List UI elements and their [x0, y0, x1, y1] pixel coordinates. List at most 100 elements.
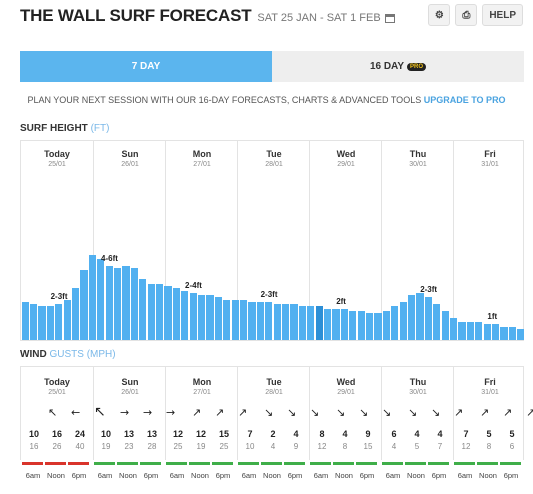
surf-bar[interactable]	[374, 313, 382, 340]
time-label: 6pm	[71, 471, 87, 480]
surf-bar[interactable]	[231, 299, 239, 340]
surf-bar[interactable]	[508, 326, 517, 340]
time-label: 6am	[97, 471, 113, 480]
wind-rating-bar	[310, 462, 331, 465]
surf-bar[interactable]	[181, 290, 189, 340]
wind-table: Today 25/01 Sun 26/01 Mon 27/01 Tue 28/01 Wed 29/…	[20, 366, 533, 460]
surf-bar[interactable]	[29, 304, 38, 340]
upgrade-link[interactable]: UPGRADE TO PRO	[423, 95, 506, 105]
wind-direction-arrow: ↗	[526, 406, 533, 419]
surf-bar[interactable]	[500, 326, 508, 340]
calendar-icon[interactable]	[384, 13, 395, 23]
settings-button[interactable]: ⚙	[428, 4, 451, 26]
surf-bar[interactable]	[433, 304, 441, 340]
surf-bar[interactable]	[365, 313, 374, 340]
surf-bar[interactable]	[357, 310, 365, 340]
surf-bar[interactable]	[97, 259, 105, 340]
day-column: Mon 27/01	[165, 141, 237, 340]
wind-gust: 4	[270, 442, 276, 451]
surf-bar[interactable]	[214, 297, 223, 340]
print-button[interactable]: ⎙	[455, 4, 478, 26]
surf-bar[interactable]	[122, 265, 130, 340]
wind-direction-arrow: ↗	[192, 406, 202, 419]
time-label: 6pm	[287, 471, 303, 480]
wind-direction-arrow: →	[143, 406, 153, 419]
surf-bar[interactable]	[88, 254, 97, 340]
day-name: Mon	[192, 149, 212, 159]
surf-bar[interactable]	[155, 283, 164, 340]
day-column: Tue 28/01	[237, 141, 309, 340]
wind-direction-arrow: ↗	[503, 406, 513, 419]
surf-bar[interactable]	[349, 310, 357, 340]
surf-bar[interactable]	[256, 301, 265, 340]
wind-rating-bar	[238, 462, 259, 465]
surf-bar[interactable]	[382, 310, 391, 340]
surf-bar[interactable]	[189, 292, 197, 340]
surf-bar[interactable]	[332, 308, 340, 340]
day-column: Mon 27/01	[165, 367, 237, 460]
surf-bar[interactable]	[265, 301, 273, 340]
surf-bar[interactable]	[38, 306, 46, 340]
surf-bar[interactable]	[105, 265, 113, 340]
surf-bar[interactable]	[172, 288, 181, 340]
surf-bar[interactable]	[483, 324, 491, 340]
surf-bar[interactable]	[223, 299, 231, 340]
wind-speed: 2	[270, 429, 276, 439]
tab-7-day[interactable]: 7 DAY	[20, 51, 272, 82]
surf-bar[interactable]	[323, 308, 332, 340]
wind-speed: 16	[51, 429, 62, 439]
surf-bar[interactable]	[399, 301, 407, 340]
surf-bar[interactable]	[80, 270, 88, 340]
surf-bar[interactable]	[424, 297, 433, 340]
day-name: Today	[44, 149, 70, 159]
tab-16-day[interactable]: 16 DAY PRO	[272, 51, 524, 82]
surf-bar[interactable]	[458, 322, 466, 340]
surf-bar[interactable]	[55, 304, 63, 340]
wind-speed: 24	[74, 429, 85, 439]
day-name: Fri	[484, 377, 496, 387]
surf-bar[interactable]	[340, 308, 349, 340]
wind-gust: 19	[101, 442, 111, 451]
day-date: 29/01	[337, 389, 355, 396]
page-title: THE WALL SURF FORECAST	[20, 6, 252, 25]
surf-bar[interactable]	[290, 304, 298, 340]
wind-gust: 15	[363, 442, 373, 451]
surf-bar[interactable]	[113, 268, 122, 340]
surf-bar[interactable]	[147, 283, 155, 340]
surf-bar[interactable]	[21, 301, 29, 340]
wind-speed: 8	[319, 429, 325, 439]
surf-bar[interactable]	[281, 304, 290, 340]
day-name: Thu	[409, 149, 427, 159]
surf-bar[interactable]	[139, 279, 147, 340]
surf-bar[interactable]	[416, 292, 424, 340]
surf-bar[interactable]	[298, 306, 307, 340]
surf-bar[interactable]	[164, 286, 172, 340]
surf-bar[interactable]	[130, 268, 139, 340]
surf-bar[interactable]	[407, 295, 416, 340]
surf-bar[interactable]	[248, 301, 256, 340]
surf-bar[interactable]	[315, 306, 323, 340]
day-date: 31/01	[481, 161, 499, 168]
surf-bar[interactable]	[391, 306, 399, 340]
surf-bar[interactable]	[273, 304, 281, 340]
time-label: 6am	[25, 471, 41, 480]
surf-bar[interactable]	[197, 295, 206, 340]
surf-bar[interactable]	[441, 310, 449, 340]
surf-bar[interactable]	[517, 328, 525, 340]
surf-bar[interactable]	[475, 322, 483, 340]
surf-bar[interactable]	[449, 317, 458, 340]
surf-bar[interactable]	[239, 299, 248, 340]
surf-bar[interactable]	[307, 306, 315, 340]
time-label: 6pm	[431, 471, 447, 480]
surf-bar[interactable]	[491, 324, 500, 340]
surf-bar[interactable]	[206, 295, 214, 340]
help-button[interactable]: HELP	[482, 4, 523, 26]
surf-bar[interactable]	[46, 306, 55, 340]
surf-bar[interactable]	[71, 288, 80, 340]
wind-direction-arrow: ↘	[382, 406, 392, 419]
time-label: 6am	[169, 471, 185, 480]
surf-bar[interactable]	[466, 322, 475, 340]
day-column: Fri 31/01	[453, 141, 525, 340]
day-column: Thu 30/01	[381, 141, 453, 340]
surf-bar[interactable]	[63, 299, 71, 340]
